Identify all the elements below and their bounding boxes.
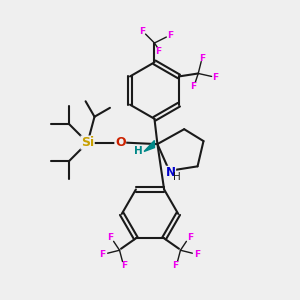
Text: H: H — [172, 172, 180, 182]
Text: N: N — [166, 166, 176, 179]
Text: O: O — [115, 136, 126, 149]
Text: F: F — [190, 82, 196, 91]
Text: Si: Si — [81, 136, 94, 149]
Text: F: F — [172, 262, 178, 271]
Text: F: F — [167, 31, 174, 40]
Text: F: F — [199, 53, 206, 62]
Text: F: F — [156, 47, 162, 56]
Text: F: F — [187, 233, 193, 242]
Text: F: F — [139, 27, 145, 36]
Text: F: F — [194, 250, 200, 259]
Text: F: F — [212, 74, 218, 82]
Text: H: H — [134, 146, 143, 157]
Polygon shape — [144, 140, 154, 152]
Text: F: F — [108, 233, 114, 242]
Text: F: F — [99, 250, 105, 259]
Text: F: F — [121, 262, 127, 271]
